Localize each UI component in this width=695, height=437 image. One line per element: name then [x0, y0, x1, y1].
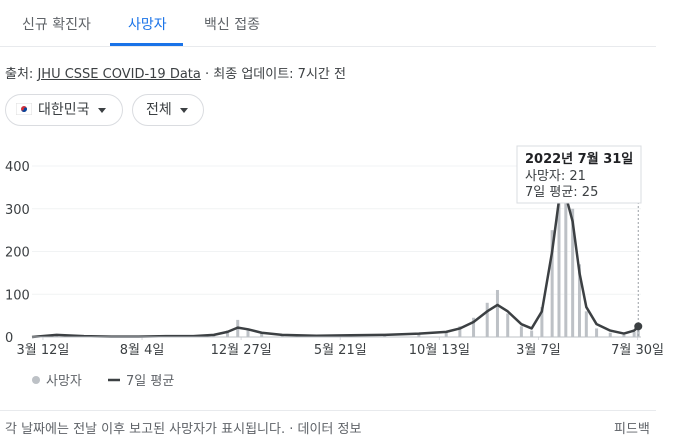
x-tick-label: 12월 27일 [211, 343, 272, 358]
bar [506, 313, 509, 337]
feedback-link[interactable]: 피드백 [614, 418, 650, 437]
y-tick-label: 300 [5, 203, 30, 218]
bar [496, 290, 499, 337]
bar [595, 328, 598, 337]
bar [520, 326, 523, 337]
x-tick-label: 3월 12일 [16, 343, 69, 358]
footer-text: 각 날짜에는 전날 이후 보고된 사망자가 표시됩니다. [5, 422, 285, 437]
bar [633, 332, 636, 337]
x-tick-label: 7월 30일 [611, 343, 664, 358]
tooltip-date: 2022년 7월 31일 [525, 151, 633, 167]
bar [609, 333, 612, 337]
y-tick-label: 400 [5, 160, 30, 175]
y-tick-label: 100 [5, 288, 30, 303]
x-tick-label: 3월 7일 [516, 343, 561, 358]
hover-dot [634, 322, 642, 330]
y-tick-label: 0 [5, 331, 13, 346]
footer-note: 각 날짜에는 전날 이후 보고된 사망자가 표시됩니다. · 데이터 정보 [5, 418, 361, 437]
x-tick-label: 8월 4일 [120, 343, 165, 358]
footer-link[interactable]: 데이터 정보 [298, 422, 362, 437]
tooltip-line: 사망자: 21 [525, 169, 586, 184]
divider [0, 410, 656, 411]
legend-label: 7일 평균 [126, 374, 174, 389]
legend-label: 사망자 [46, 374, 82, 389]
x-tick-label: 5월 21일 [314, 343, 367, 358]
x-tick-label: 10월 13일 [409, 343, 470, 358]
bar [530, 331, 533, 337]
average-line [32, 196, 638, 337]
tooltip-line: 7일 평균: 25 [525, 185, 598, 200]
bar [486, 303, 489, 337]
bar [585, 311, 588, 337]
legend-marker [32, 376, 40, 384]
y-tick-label: 200 [5, 246, 30, 261]
